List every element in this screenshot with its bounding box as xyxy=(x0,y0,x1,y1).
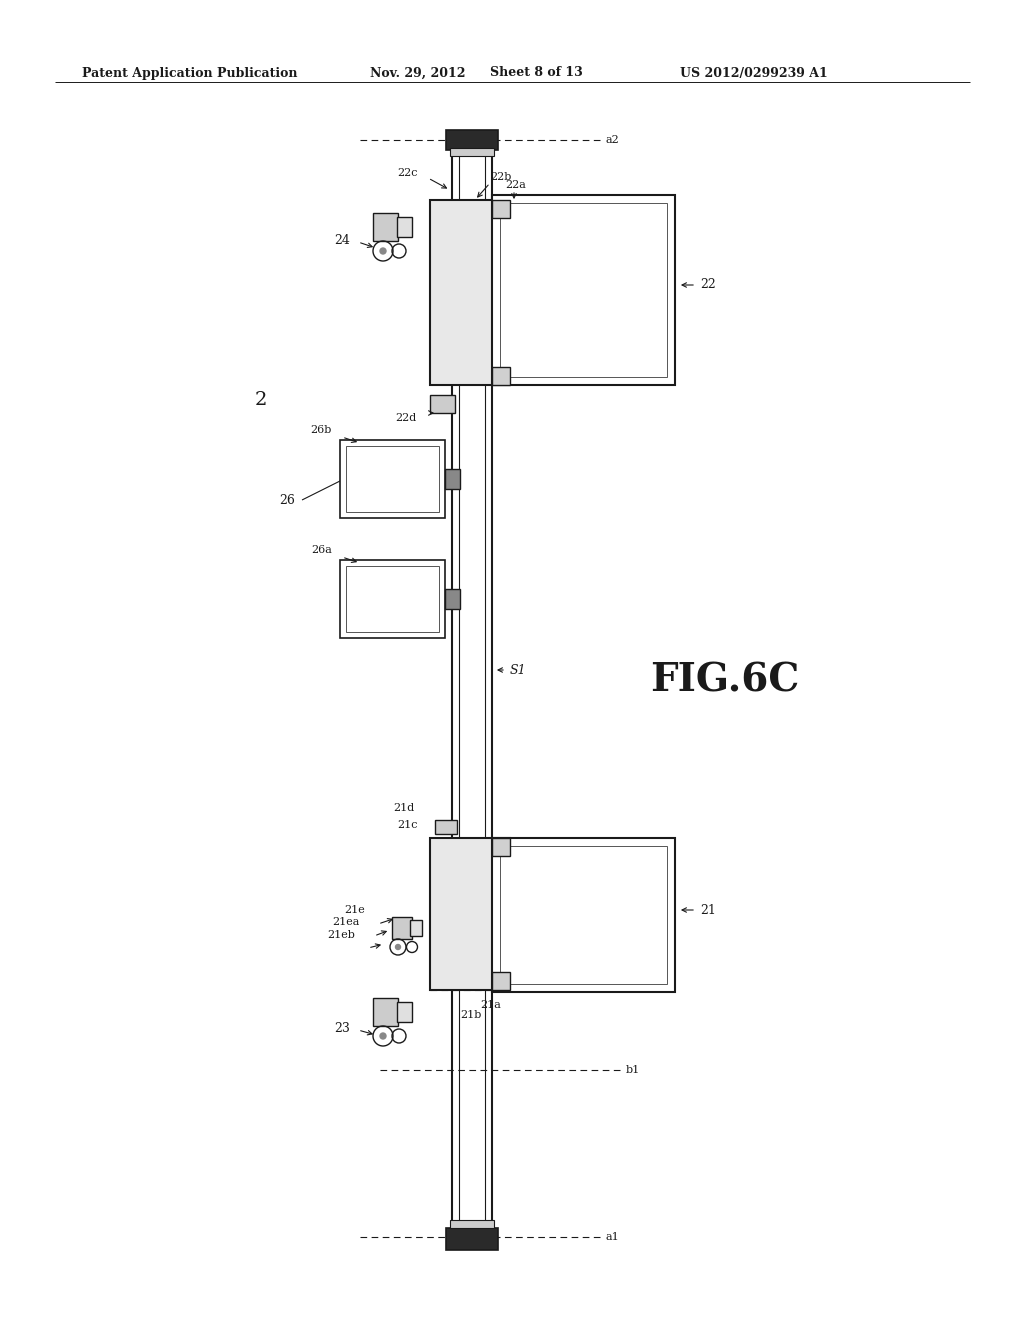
Text: Sheet 8 of 13: Sheet 8 of 13 xyxy=(490,66,583,79)
Bar xyxy=(397,1002,412,1022)
Text: a1: a1 xyxy=(606,1232,620,1242)
Text: b1: b1 xyxy=(626,1065,640,1074)
Bar xyxy=(373,213,398,242)
Bar xyxy=(446,129,498,150)
Text: S1: S1 xyxy=(510,664,526,676)
Bar xyxy=(346,446,439,512)
Bar xyxy=(500,203,667,378)
Text: FIG.6C: FIG.6C xyxy=(650,661,800,700)
Text: 21b: 21b xyxy=(460,1010,481,1020)
Text: 22c: 22c xyxy=(397,168,418,178)
Text: 21e: 21e xyxy=(344,906,365,915)
Bar xyxy=(492,972,510,990)
Text: 22a: 22a xyxy=(505,180,526,190)
Bar xyxy=(392,917,412,939)
Bar xyxy=(410,920,422,936)
Text: 22d: 22d xyxy=(394,413,416,422)
Text: 26a: 26a xyxy=(311,545,332,554)
Text: 26: 26 xyxy=(280,494,295,507)
Text: 23: 23 xyxy=(334,1022,350,1035)
Text: 26b: 26b xyxy=(310,425,332,436)
Bar xyxy=(492,367,510,385)
Text: 21eb: 21eb xyxy=(327,931,355,940)
Text: 22: 22 xyxy=(700,279,716,292)
Text: 21d: 21d xyxy=(393,803,414,813)
Bar xyxy=(430,838,510,990)
Text: b2: b2 xyxy=(616,197,630,207)
Bar xyxy=(435,820,457,834)
Bar xyxy=(492,195,675,385)
Bar xyxy=(373,998,398,1026)
Bar xyxy=(340,440,445,517)
Bar xyxy=(492,838,675,993)
Bar xyxy=(492,838,510,855)
Bar xyxy=(340,560,445,638)
Text: 22b: 22b xyxy=(490,172,511,182)
Text: US 2012/0299239 A1: US 2012/0299239 A1 xyxy=(680,66,827,79)
Bar xyxy=(450,148,494,156)
Bar xyxy=(446,1228,498,1250)
Text: a2: a2 xyxy=(606,135,620,145)
Text: Nov. 29, 2012: Nov. 29, 2012 xyxy=(370,66,466,79)
Text: 24: 24 xyxy=(334,234,350,247)
Bar xyxy=(500,846,667,983)
Text: 21c: 21c xyxy=(397,820,418,830)
Bar xyxy=(445,589,460,609)
Circle shape xyxy=(380,1034,386,1039)
Text: Patent Application Publication: Patent Application Publication xyxy=(82,66,298,79)
Text: 21: 21 xyxy=(700,903,716,916)
Bar xyxy=(430,395,455,413)
Bar xyxy=(450,1220,494,1228)
Text: 2: 2 xyxy=(255,391,267,409)
Circle shape xyxy=(395,945,400,949)
Bar xyxy=(430,201,510,385)
Bar xyxy=(492,201,510,218)
Bar xyxy=(346,566,439,632)
Bar xyxy=(445,469,460,488)
Circle shape xyxy=(380,248,386,253)
Text: c: c xyxy=(656,985,663,995)
Text: 21ea: 21ea xyxy=(333,917,360,927)
Bar xyxy=(397,216,412,238)
Text: 21a: 21a xyxy=(480,1001,501,1010)
